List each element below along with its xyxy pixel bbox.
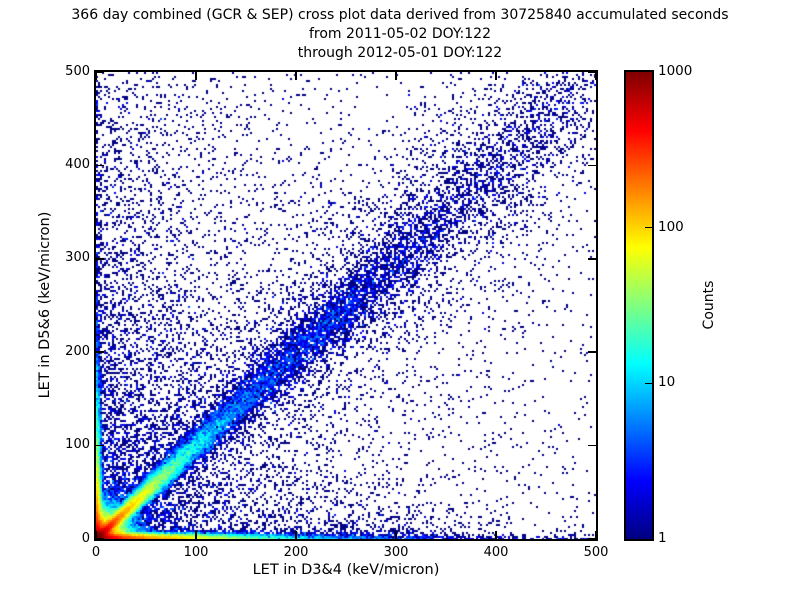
colorbar bbox=[624, 70, 654, 541]
y-tick-mark-right bbox=[588, 164, 596, 167]
plot-title-line3: through 2012-05-01 DOY:122 bbox=[297, 45, 503, 61]
y-tick-label: 300 bbox=[65, 250, 90, 266]
colorbar-tick-mark bbox=[645, 226, 652, 229]
y-tick-mark-right bbox=[588, 538, 596, 540]
x-tick-label: 200 bbox=[283, 545, 309, 560]
y-tick-mark bbox=[96, 444, 104, 447]
y-tick-mark bbox=[96, 538, 104, 540]
x-tick-mark bbox=[595, 531, 597, 539]
y-tick-mark bbox=[96, 164, 104, 167]
y-tick-label: 200 bbox=[65, 343, 90, 359]
y-tick-mark-right bbox=[588, 444, 596, 447]
y-axis-label: LET in D5&6 (keV/micron) bbox=[37, 211, 53, 399]
x-tick-label: 0 bbox=[91, 545, 101, 560]
y-tick-mark-right bbox=[588, 351, 596, 353]
scatter-density-canvas bbox=[96, 72, 596, 539]
x-tick-mark-top bbox=[195, 72, 197, 80]
plot-title: 366 day combined (GCR & SEP) cross plot … bbox=[0, 6, 800, 63]
x-tick-mark-top bbox=[495, 72, 497, 80]
x-tick-mark bbox=[95, 531, 97, 539]
y-tick-label: 500 bbox=[65, 63, 90, 79]
y-tick-mark-right bbox=[588, 258, 596, 260]
x-tick-mark-top bbox=[395, 72, 397, 80]
x-tick-mark-top bbox=[595, 72, 597, 80]
plot-frame bbox=[94, 70, 598, 541]
x-tick-label: 100 bbox=[183, 545, 209, 560]
x-tick-mark bbox=[495, 531, 497, 539]
x-tick-mark bbox=[295, 531, 297, 539]
plot-title-line2: from 2011-05-02 DOY:122 bbox=[308, 26, 491, 42]
y-tick-mark bbox=[96, 71, 104, 73]
x-axis-label: LET in D3&4 (keV/micron) bbox=[252, 562, 440, 578]
colorbar-tick-mark bbox=[645, 382, 652, 385]
y-tick-mark bbox=[96, 351, 104, 353]
colorbar-label: Counts bbox=[701, 280, 717, 330]
colorbar-tick-label: 100 bbox=[658, 218, 684, 235]
x-tick-label: 500 bbox=[583, 545, 609, 560]
y-tick-label: 0 bbox=[81, 530, 90, 546]
x-tick-mark-top bbox=[295, 72, 297, 80]
x-tick-mark-top bbox=[95, 72, 97, 80]
x-tick-label: 400 bbox=[483, 545, 509, 560]
plot-title-line1: 366 day combined (GCR & SEP) cross plot … bbox=[71, 7, 729, 23]
colorbar-tick-label: 1 bbox=[658, 530, 667, 546]
x-tick-mark bbox=[195, 531, 197, 539]
y-tick-mark-right bbox=[588, 71, 596, 73]
colorbar-tick-label: 10 bbox=[658, 374, 676, 391]
x-tick-mark bbox=[395, 531, 397, 539]
x-tick-label: 300 bbox=[383, 545, 409, 560]
y-tick-label: 400 bbox=[65, 156, 90, 172]
y-tick-label: 100 bbox=[65, 437, 90, 453]
colorbar-tick-label: 1000 bbox=[658, 63, 693, 79]
y-tick-mark bbox=[96, 258, 104, 260]
